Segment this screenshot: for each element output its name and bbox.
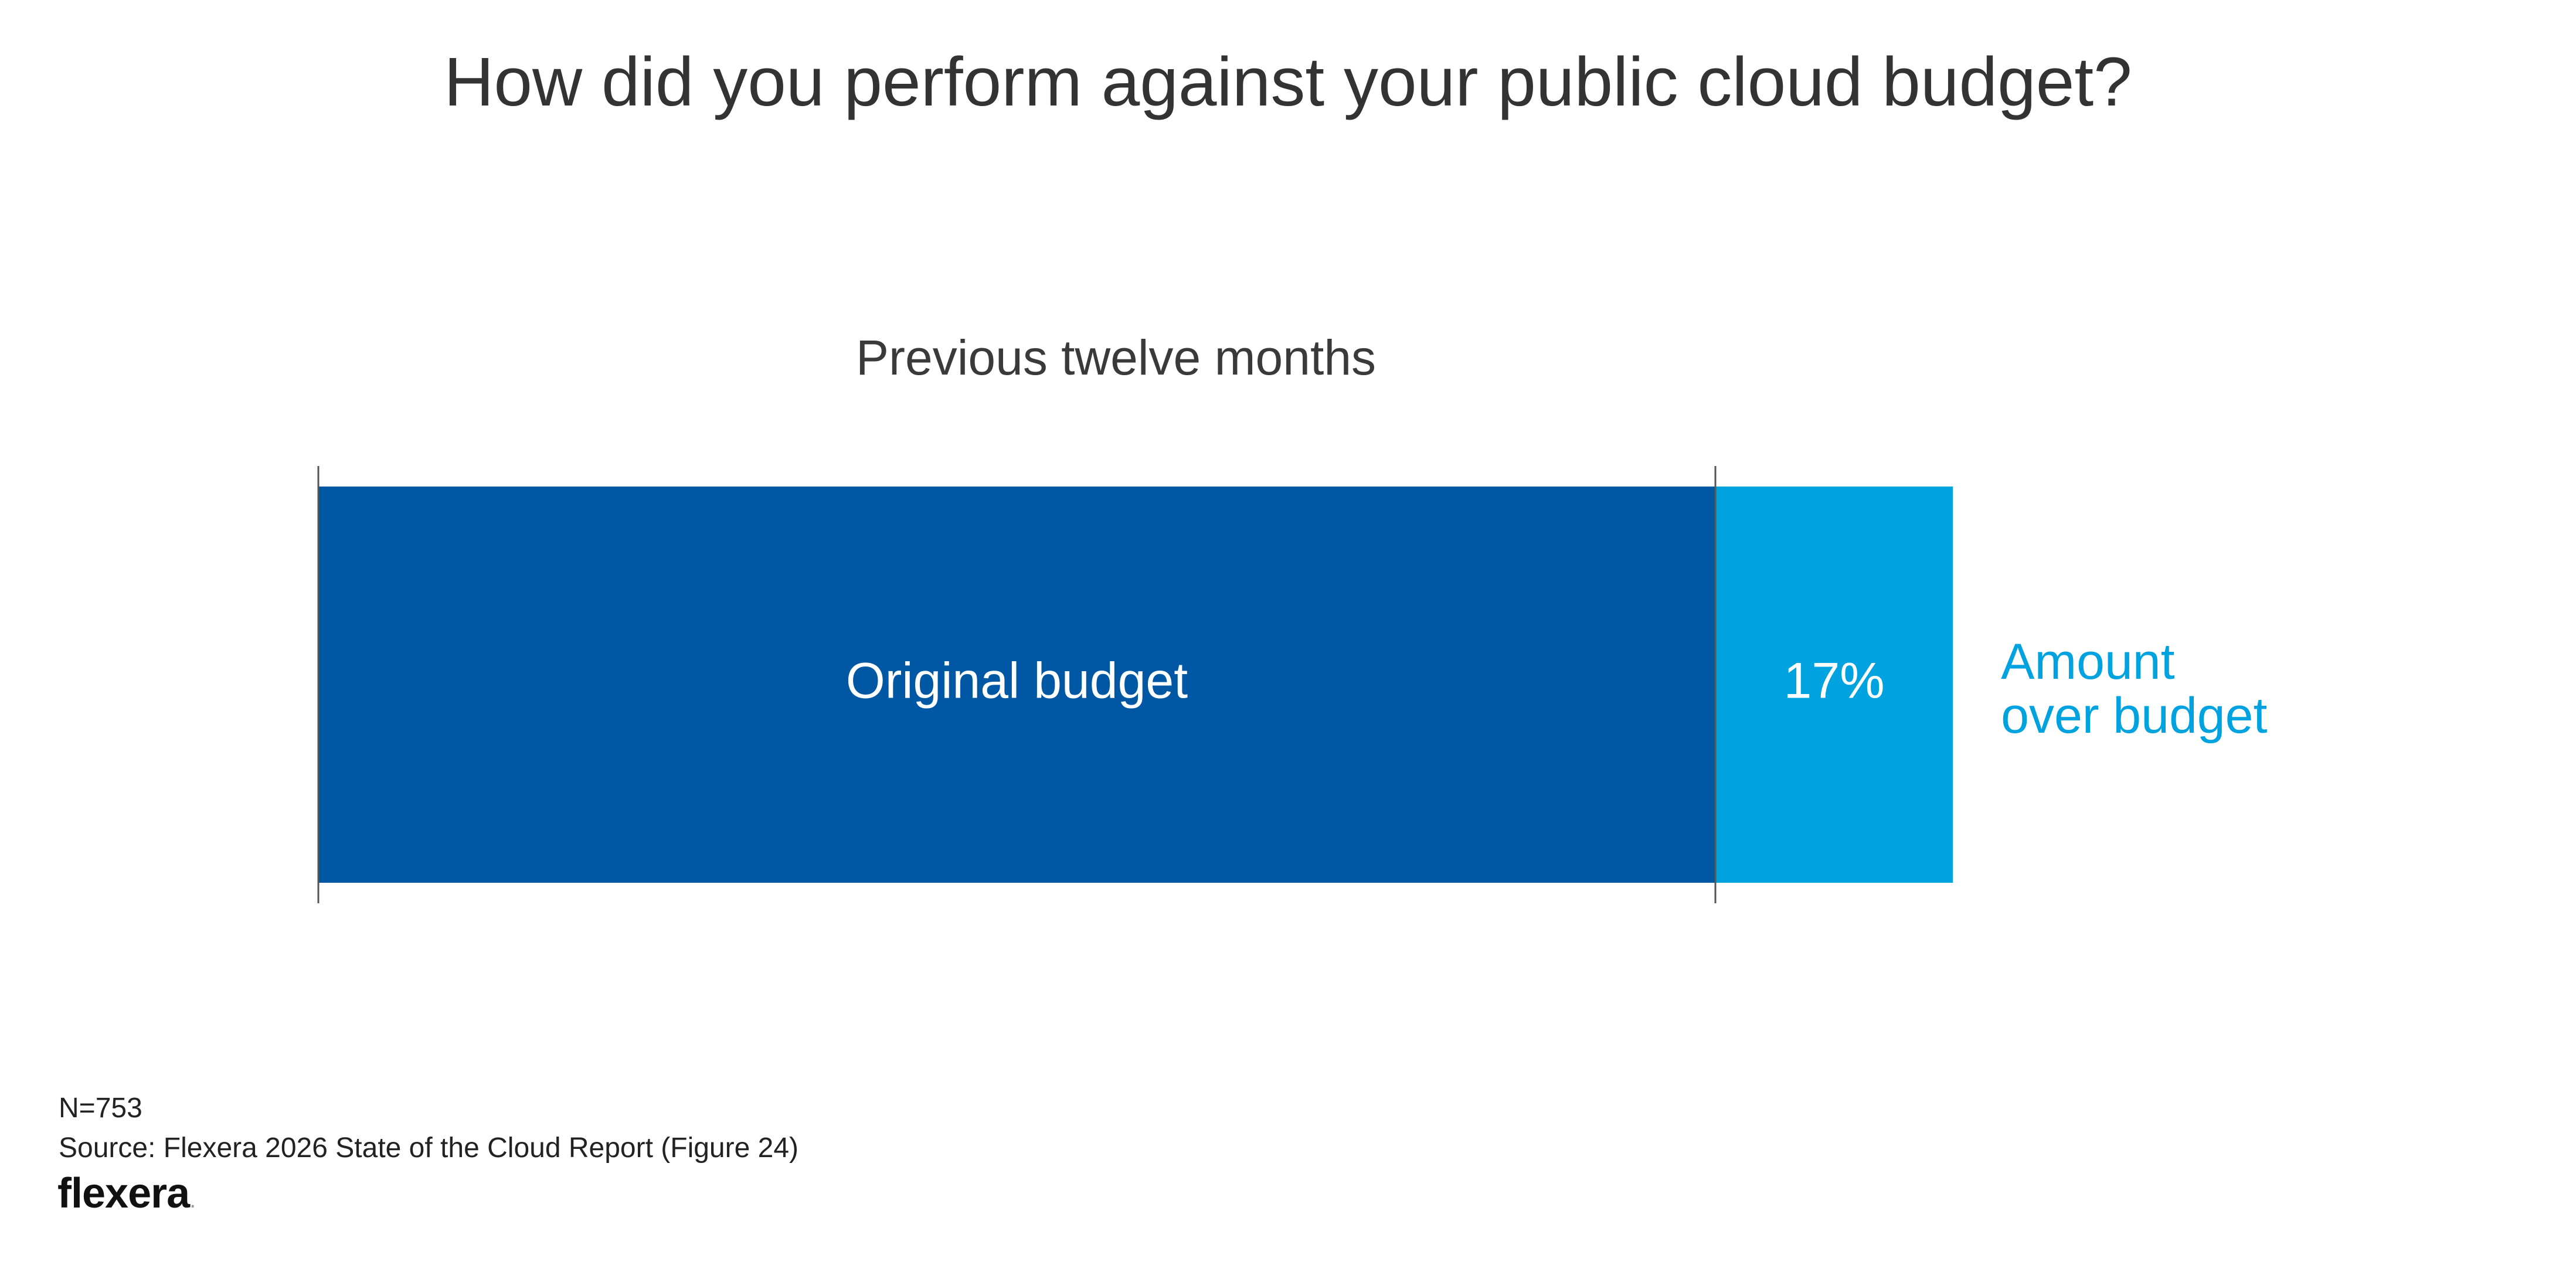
flexera-logo: flexera. <box>57 1170 196 1217</box>
chart-subtitle: Previous twelve months <box>856 330 1377 385</box>
logo-text: flexera <box>57 1170 190 1217</box>
outside-label-line-1: Amount <box>2001 634 2174 690</box>
source-note: Source: Flexera 2026 State of the Cloud … <box>59 1132 799 1164</box>
bar-over-budget <box>1715 487 1953 883</box>
bar-original-budget <box>318 487 1715 883</box>
outside-label-line-2: over budget <box>2001 688 2267 744</box>
logo-dot: . <box>189 1187 196 1213</box>
bar-label-over-budget: 17% <box>1783 653 1884 709</box>
bar-label-original-budget: Original budget <box>846 653 1188 709</box>
chart-title: How did you perform against your public … <box>444 43 2132 121</box>
sample-size: N=753 <box>59 1093 142 1124</box>
